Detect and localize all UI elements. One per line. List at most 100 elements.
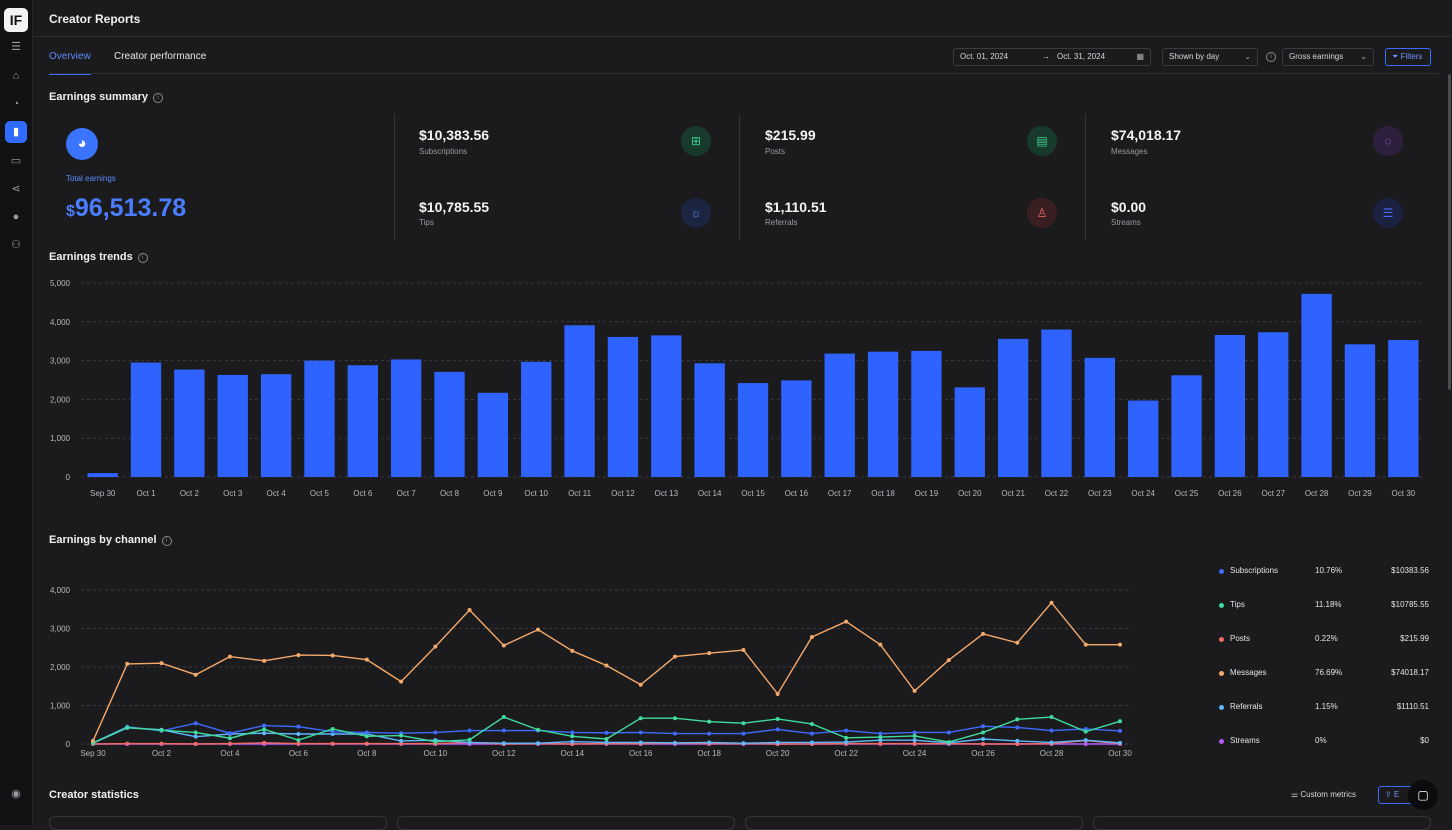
x-tick-label: Oct 20 (766, 749, 790, 758)
data-point (878, 735, 883, 740)
data-point (262, 731, 267, 736)
home-icon[interactable]: ⌂ (12, 70, 20, 82)
x-tick-label: Oct 10 (424, 749, 448, 758)
legend-dot (1219, 637, 1224, 642)
analytics-icon[interactable]: ▭ (10, 155, 22, 167)
bar (824, 353, 855, 477)
data-point (981, 742, 986, 746)
earnings-trends-chart: 0 1,000 2,000 3,000 4,000 5,000 Sep 30 Oct 1 Oct… (50, 279, 1425, 498)
reports-icon[interactable]: ▮ (5, 121, 27, 143)
filters-button[interactable]: ⏷ Filters (1385, 48, 1432, 66)
data-point (570, 739, 575, 744)
info-icon[interactable]: i (153, 93, 164, 103)
custom-metrics-button[interactable]: ⚌ Custom metrics (1291, 790, 1356, 799)
data-point (193, 672, 198, 677)
y-tick-label: 0 (66, 740, 71, 749)
data-point (330, 653, 335, 658)
divider (739, 114, 740, 240)
data-point (1015, 640, 1020, 645)
data-point (159, 741, 164, 746)
legend-item-posts[interactable]: Posts 0.22% $215.99 (1219, 634, 1429, 646)
bar (867, 351, 899, 477)
data-point (1015, 738, 1020, 743)
data-point (912, 741, 917, 746)
chevron-down-icon: ⌄ (1244, 52, 1251, 61)
info-icon[interactable]: i (1266, 52, 1276, 62)
creator-icon[interactable]: ◔ (12, 98, 20, 110)
help-icon[interactable]: ◉ (11, 788, 21, 800)
bar (347, 365, 378, 477)
data-point (604, 663, 609, 668)
legend-name: Streams (1230, 736, 1260, 745)
menu-icon[interactable]: ☰ (11, 41, 21, 53)
custom-metrics-label: Custom metrics (1300, 790, 1356, 799)
earnings-type-select[interactable]: Gross earnings ⌄ (1282, 48, 1374, 66)
data-point (433, 644, 438, 649)
profile-icon[interactable]: ● (12, 211, 20, 223)
bar (477, 392, 509, 477)
data-point (844, 728, 849, 733)
x-tick-label: Oct 26 (1218, 489, 1242, 498)
data-point (262, 727, 267, 732)
data-point (672, 654, 677, 659)
x-tick-label: Oct 29 (1348, 489, 1372, 498)
legend-percent: 0% (1315, 736, 1327, 745)
bar (130, 362, 162, 477)
legend-item-streams[interactable]: Streams 0% $0 (1219, 736, 1429, 748)
bar (1258, 332, 1289, 477)
x-tick-label: Oct 23 (1088, 489, 1112, 498)
data-point (672, 716, 677, 721)
bar (607, 336, 639, 477)
divider (394, 114, 395, 240)
app-logo[interactable]: IF (4, 8, 28, 32)
legend-amount: $10383.56 (1391, 566, 1429, 575)
chat-support-icon[interactable]: ▢ (1408, 780, 1438, 810)
granularity-select[interactable]: Shown by day ⌄ (1162, 48, 1258, 66)
data-point (672, 731, 677, 736)
y-tick-label: 2,000 (50, 663, 71, 672)
legend-item-referrals[interactable]: Referrals 1.15% $1110.51 (1219, 702, 1429, 714)
legend-name: Tips (1230, 600, 1245, 609)
messages-icon: ◌ (1373, 126, 1403, 156)
data-point (501, 643, 506, 648)
posts-label: Posts (765, 147, 786, 156)
team-icon[interactable]: ⚇ (11, 239, 21, 251)
earnings-by-channel-label: Earnings by channel (49, 534, 157, 546)
x-tick-label: Oct 25 (1175, 489, 1199, 498)
share-icon[interactable]: ⋖ (11, 183, 21, 195)
tab-overview[interactable]: Overview (49, 51, 91, 75)
legend-item-subscriptions[interactable]: Subscriptions 10.76% $10383.56 (1219, 566, 1429, 578)
data-point (501, 715, 506, 720)
legend-amount: $1110.51 (1396, 702, 1429, 711)
legend-item-tips[interactable]: Tips 11.18% $10785.55 (1219, 600, 1429, 612)
tab-divider (49, 73, 1439, 74)
info-icon[interactable]: i (161, 536, 172, 546)
x-tick-label: Oct 7 (397, 489, 417, 498)
data-point (1015, 742, 1020, 746)
data-point (1083, 738, 1088, 743)
x-tick-label: Oct 20 (958, 489, 982, 498)
x-tick-label: Oct 19 (915, 489, 939, 498)
legend-item-messages[interactable]: Messages 76.69% $74018.17 (1219, 668, 1429, 680)
total-earnings-label: Total earnings (66, 174, 116, 183)
data-point (262, 740, 267, 745)
data-point (227, 731, 232, 736)
date-range-picker[interactable]: Oct. 01, 2024 → Oct. 31, 2024 ▦ (953, 48, 1151, 66)
x-tick-label: Oct 26 (971, 749, 995, 758)
bar (1128, 400, 1159, 477)
info-icon[interactable]: i (137, 253, 148, 263)
total-earnings-value: $96,513.78 (66, 194, 186, 223)
scrollbar[interactable] (1448, 74, 1451, 390)
x-tick-label: Oct 21 (1001, 489, 1025, 498)
data-point (296, 731, 301, 736)
data-point (1049, 600, 1054, 605)
tab-creator-performance[interactable]: Creator performance (114, 51, 207, 62)
stat-card (49, 816, 387, 830)
subscriptions-icon: ⊞ (681, 126, 711, 156)
filter-icon: ⏷ (1392, 52, 1399, 61)
y-tick-label: 3,000 (50, 625, 71, 634)
legend-amount: $10785.55 (1391, 600, 1429, 609)
bar (1084, 357, 1116, 477)
data-point (844, 740, 849, 745)
data-point (330, 726, 335, 731)
